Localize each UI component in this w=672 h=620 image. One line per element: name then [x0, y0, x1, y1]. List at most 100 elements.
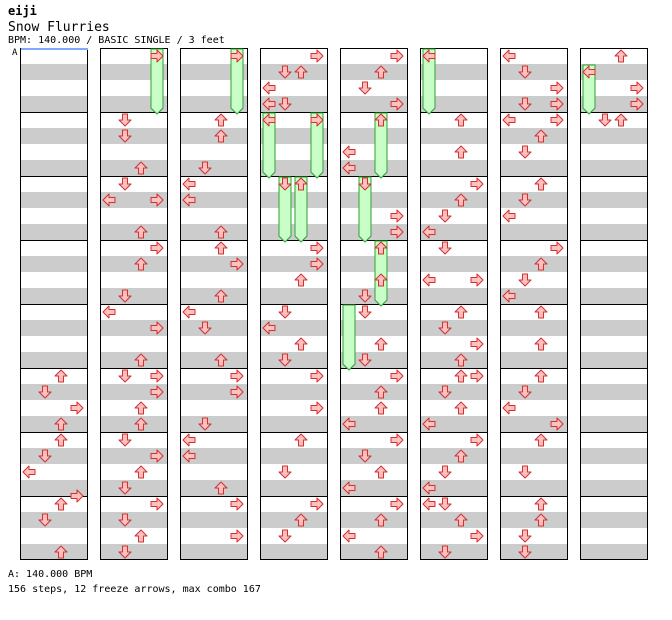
- arrow-down-icon: [438, 385, 452, 399]
- beat-stripe: [580, 192, 648, 208]
- step-arrow-up: [134, 257, 148, 271]
- arrow-up-icon: [54, 369, 68, 383]
- arrow-right-icon: [310, 113, 324, 127]
- step-arrow-up: [294, 433, 308, 447]
- step-arrow-right: [70, 401, 84, 415]
- beat-stripe: [20, 160, 88, 176]
- beat-stripe: [260, 544, 328, 560]
- step-arrow-up: [294, 65, 308, 79]
- beat-stripe: [580, 448, 648, 464]
- arrow-left-icon: [342, 417, 356, 431]
- step-arrow-right: [550, 241, 564, 255]
- step-arrow-right: [390, 225, 404, 239]
- arrow-down-icon: [518, 193, 532, 207]
- arrow-up-icon: [534, 305, 548, 319]
- beat-stripe: [420, 544, 488, 560]
- arrow-left-icon: [582, 65, 596, 79]
- beat-stripe: [20, 480, 88, 496]
- beat-stripe: [20, 384, 88, 400]
- beat-stripe: [340, 352, 408, 368]
- arrow-up-icon: [614, 113, 628, 127]
- freeze-arrow: [230, 48, 244, 115]
- arrow-right-icon: [150, 193, 164, 207]
- step-arrow-down: [438, 465, 452, 479]
- step-arrow-up: [534, 129, 548, 143]
- step-arrow-up: [374, 337, 388, 351]
- beat-stripe: [340, 224, 408, 240]
- beat-stripe: [500, 512, 568, 528]
- step-arrow-right: [150, 241, 164, 255]
- step-arrow-up: [134, 161, 148, 175]
- beat-stripe: [340, 512, 408, 528]
- chart-column: [340, 48, 408, 560]
- column-border: [580, 48, 648, 560]
- beat-stripe: [500, 416, 568, 432]
- step-arrow-down: [198, 321, 212, 335]
- beat-stripe: [180, 160, 248, 176]
- freeze-arrow: [374, 240, 388, 307]
- arrow-up-icon: [534, 513, 548, 527]
- arrow-down-icon: [358, 289, 372, 303]
- beat-stripe: [100, 480, 168, 496]
- bpm-marker-line: [21, 48, 88, 50]
- arrow-down-icon: [438, 465, 452, 479]
- step-arrow-down: [598, 113, 612, 127]
- beat-stripe: [340, 544, 408, 560]
- beat-stripe: [340, 128, 408, 144]
- beat-stripe: [20, 512, 88, 528]
- step-arrow-right: [310, 401, 324, 415]
- step-arrow-left: [182, 305, 196, 319]
- column-border: [420, 48, 488, 560]
- arrow-up-icon: [134, 465, 148, 479]
- step-arrow-up: [454, 513, 468, 527]
- step-arrow-left: [422, 497, 436, 511]
- arrow-down-icon: [278, 465, 292, 479]
- arrow-right-icon: [390, 49, 404, 63]
- step-arrow-left: [102, 305, 116, 319]
- freeze-arrow: [358, 176, 372, 243]
- arrow-up-icon: [374, 385, 388, 399]
- arrow-right-icon: [310, 49, 324, 63]
- step-arrow-down: [278, 65, 292, 79]
- step-arrow-down: [358, 81, 372, 95]
- step-arrow-down: [518, 529, 532, 543]
- arrow-right-icon: [550, 81, 564, 95]
- step-arrow-left: [182, 193, 196, 207]
- arrow-down-icon: [518, 65, 532, 79]
- arrow-down-icon: [438, 209, 452, 223]
- beat-stripe: [260, 96, 328, 112]
- arrow-left-icon: [422, 497, 436, 511]
- beat-stripe: [580, 128, 648, 144]
- beat-stripe: [500, 544, 568, 560]
- step-arrow-down: [438, 209, 452, 223]
- beat-stripe: [100, 352, 168, 368]
- arrow-left-icon: [182, 193, 196, 207]
- arrow-up-icon: [134, 353, 148, 367]
- beat-stripe: [580, 384, 648, 400]
- beat-stripe: [180, 256, 248, 272]
- arrow-right-icon: [310, 401, 324, 415]
- arrow-down-icon: [278, 529, 292, 543]
- beat-stripe: [420, 448, 488, 464]
- beat-stripe: [420, 160, 488, 176]
- step-arrow-right: [470, 369, 484, 383]
- column-border: [260, 48, 328, 560]
- arrow-right-icon: [150, 241, 164, 255]
- song-title: Snow Flurries: [8, 20, 110, 35]
- step-arrow-right: [390, 49, 404, 63]
- beat-stripe: [260, 64, 328, 80]
- step-arrow-up: [294, 177, 308, 191]
- step-arrow-right: [310, 113, 324, 127]
- arrow-right-icon: [390, 497, 404, 511]
- step-arrow-up: [534, 433, 548, 447]
- step-arrow-left: [342, 161, 356, 175]
- beat-stripe: [340, 96, 408, 112]
- arrow-up-icon: [374, 465, 388, 479]
- arrow-down-icon: [438, 497, 452, 511]
- step-arrow-right: [310, 241, 324, 255]
- arrow-down-icon: [518, 145, 532, 159]
- step-arrow-right: [150, 49, 164, 63]
- step-arrow-right: [150, 449, 164, 463]
- step-arrow-up: [374, 65, 388, 79]
- step-arrow-left: [22, 465, 36, 479]
